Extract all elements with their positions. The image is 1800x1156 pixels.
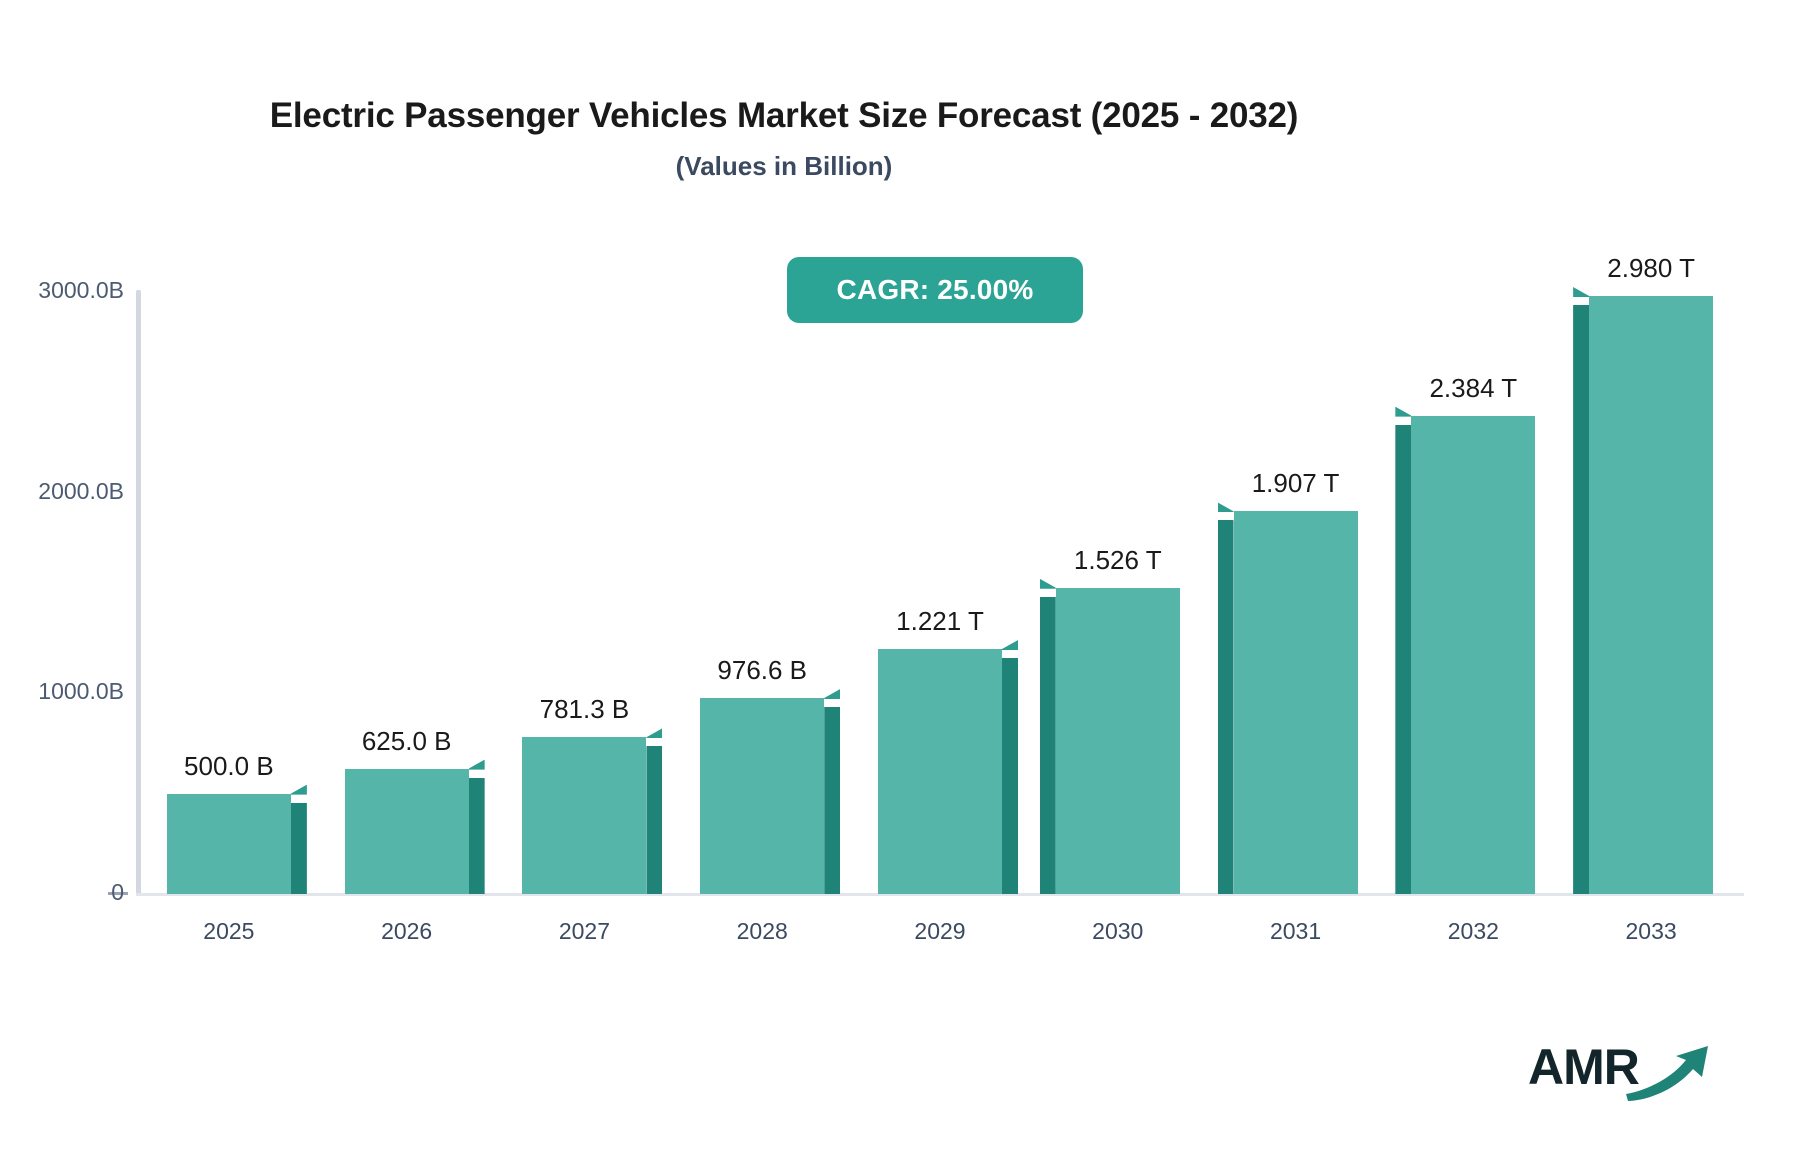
title-block: Electric Passenger Vehicles Market Size … xyxy=(0,95,1568,182)
bar-face xyxy=(522,737,647,894)
bar-value-label: 2.384 T xyxy=(1429,372,1518,403)
x-axis-tick-label: 2030 xyxy=(1092,918,1144,944)
bar-face xyxy=(344,768,469,894)
bar-side-face xyxy=(1039,596,1056,894)
x-axis-tick-label: 2031 xyxy=(1269,918,1322,944)
chart-subtitle: (Values in Billion) xyxy=(675,151,893,181)
bar-side-face xyxy=(646,746,663,894)
y-axis-tick-label: 0 xyxy=(111,879,124,905)
bar-top-face xyxy=(1573,287,1590,298)
bar-face xyxy=(878,649,1002,894)
growth-arrow-icon xyxy=(1626,1046,1708,1101)
bar-side-face xyxy=(824,707,841,894)
bar-face xyxy=(1411,415,1536,894)
x-axis-tick-label: 2028 xyxy=(736,918,788,944)
cagr-badge-label: CAGR: 25.00% xyxy=(836,274,1034,305)
cagr-badge: CAGR: 25.00% xyxy=(787,257,1083,323)
bar-2032: 2.384 T xyxy=(1395,373,1536,894)
bar-2025: 500.0 B xyxy=(166,751,307,894)
bar-side-face xyxy=(1573,305,1590,894)
x-axis-tick-label: 2025 xyxy=(203,918,255,944)
bar-2033: 2.980 T xyxy=(1573,253,1714,894)
bar-2027: 781.3 B xyxy=(522,694,663,894)
x-axis-tick-label: 2027 xyxy=(558,918,611,944)
bar-value-label: 1.907 T xyxy=(1251,468,1340,499)
bar-top-face xyxy=(1002,640,1018,650)
bar-top-face xyxy=(1039,578,1056,589)
bar-side-face xyxy=(290,802,307,894)
bar-top-face xyxy=(1217,502,1234,513)
bar-value-label: 500.0 B xyxy=(184,750,274,781)
bar-face xyxy=(166,793,291,894)
y-axis-tick-label: 3000.0B xyxy=(38,277,124,303)
x-axis-tick-label: 2032 xyxy=(1447,918,1499,944)
page-title: Electric Passenger Vehicles Market Size … xyxy=(269,96,1299,135)
bar-face xyxy=(1589,296,1714,894)
bar-value-label: 976.6 B xyxy=(717,655,808,686)
bar-top-face xyxy=(824,689,841,700)
bar-value-label: 2.980 T xyxy=(1607,253,1695,284)
bar-top-face xyxy=(646,728,663,739)
x-axis-tick-label: 2029 xyxy=(914,918,966,944)
y-axis-line xyxy=(136,290,141,896)
amr-logo: AMR xyxy=(1528,1040,1708,1110)
bar-top-face xyxy=(468,759,485,770)
bar-side-face xyxy=(1002,658,1018,894)
bar-value-label: 1.221 T xyxy=(896,606,984,636)
bar-face xyxy=(1055,587,1180,894)
bar-top-face xyxy=(1395,406,1412,417)
x-axis-line xyxy=(136,893,1744,896)
y-axis-zero-tick-mark xyxy=(108,892,128,895)
bar-side-face xyxy=(1395,424,1412,894)
bar-side-face xyxy=(468,777,485,894)
bar-face xyxy=(1233,511,1358,894)
x-axis-tick-label: 2033 xyxy=(1625,918,1677,944)
bar-top-face xyxy=(290,784,307,795)
bar-2031: 1.907 T xyxy=(1217,468,1358,894)
bar-value-label: 1.526 T xyxy=(1073,544,1162,575)
x-axis-tick-label: 2026 xyxy=(381,918,433,944)
y-axis-tick-label: 2000.0B xyxy=(38,477,124,504)
bar-value-label: 781.3 B xyxy=(539,694,630,725)
bar-value-label: 625.0 B xyxy=(361,725,452,756)
bar-face xyxy=(700,698,825,894)
bar-2026: 625.0 B xyxy=(344,726,485,894)
bar-side-face xyxy=(1217,520,1234,894)
amr-logo-text: AMR xyxy=(1528,1039,1640,1095)
y-axis-tick-label: 1000.0B xyxy=(38,678,124,705)
bar-2028: 976.6 B xyxy=(700,655,841,894)
bar-2029: 1.221 T xyxy=(878,606,1018,894)
bar-2030: 1.526 T xyxy=(1039,545,1180,894)
